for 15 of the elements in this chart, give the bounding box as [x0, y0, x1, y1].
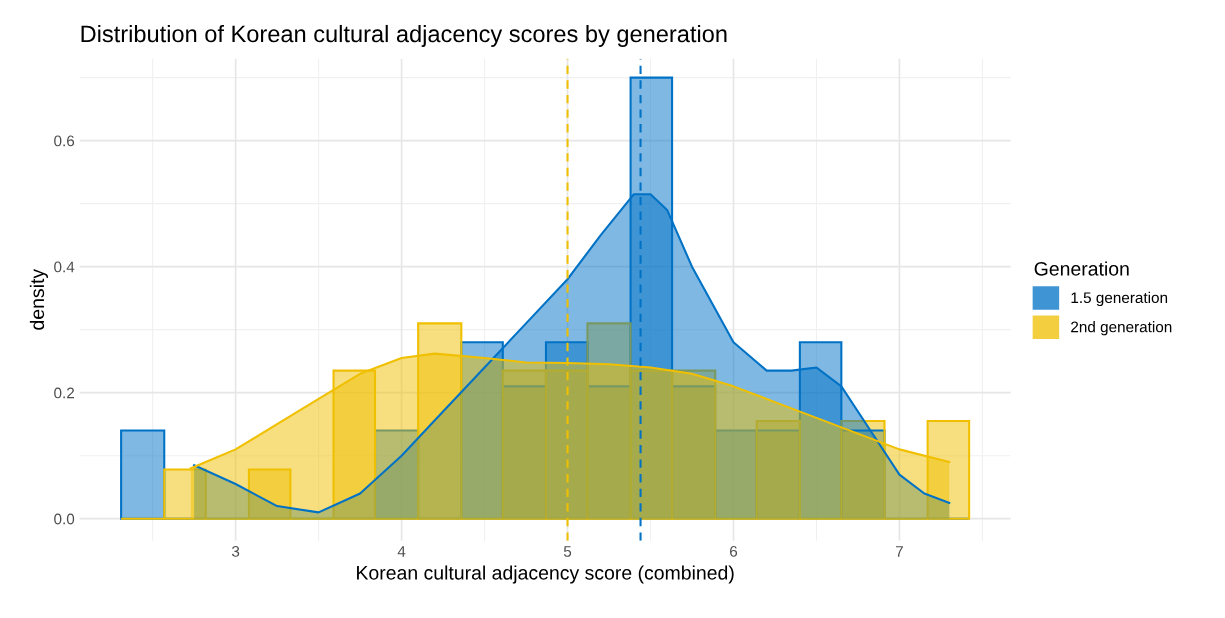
x-tick-label: 7: [895, 546, 903, 557]
x-tick-label: 5: [563, 546, 572, 557]
x-tick-label: 6: [730, 546, 738, 557]
legend-label: 2nd generation: [1071, 321, 1172, 336]
y-tick-label: 0.6: [54, 135, 75, 147]
y-tick-label: 0.0: [54, 513, 75, 525]
x-axis-title: Korean cultural adjacency score (combined): [357, 565, 734, 584]
chart-title: Distribution of Korean cultural adjacency scores by generation: [81, 24, 727, 47]
y-axis-title: density: [29, 268, 48, 330]
legend-title: Generation: [1034, 261, 1129, 276]
legend-label: 1.5 generation: [1071, 291, 1168, 307]
x-tick-label: 3: [231, 546, 240, 557]
x-tick-label: 4: [397, 546, 406, 557]
y-tick-label: 0.2: [54, 387, 74, 399]
y-tick-label: 0.4: [54, 261, 75, 273]
